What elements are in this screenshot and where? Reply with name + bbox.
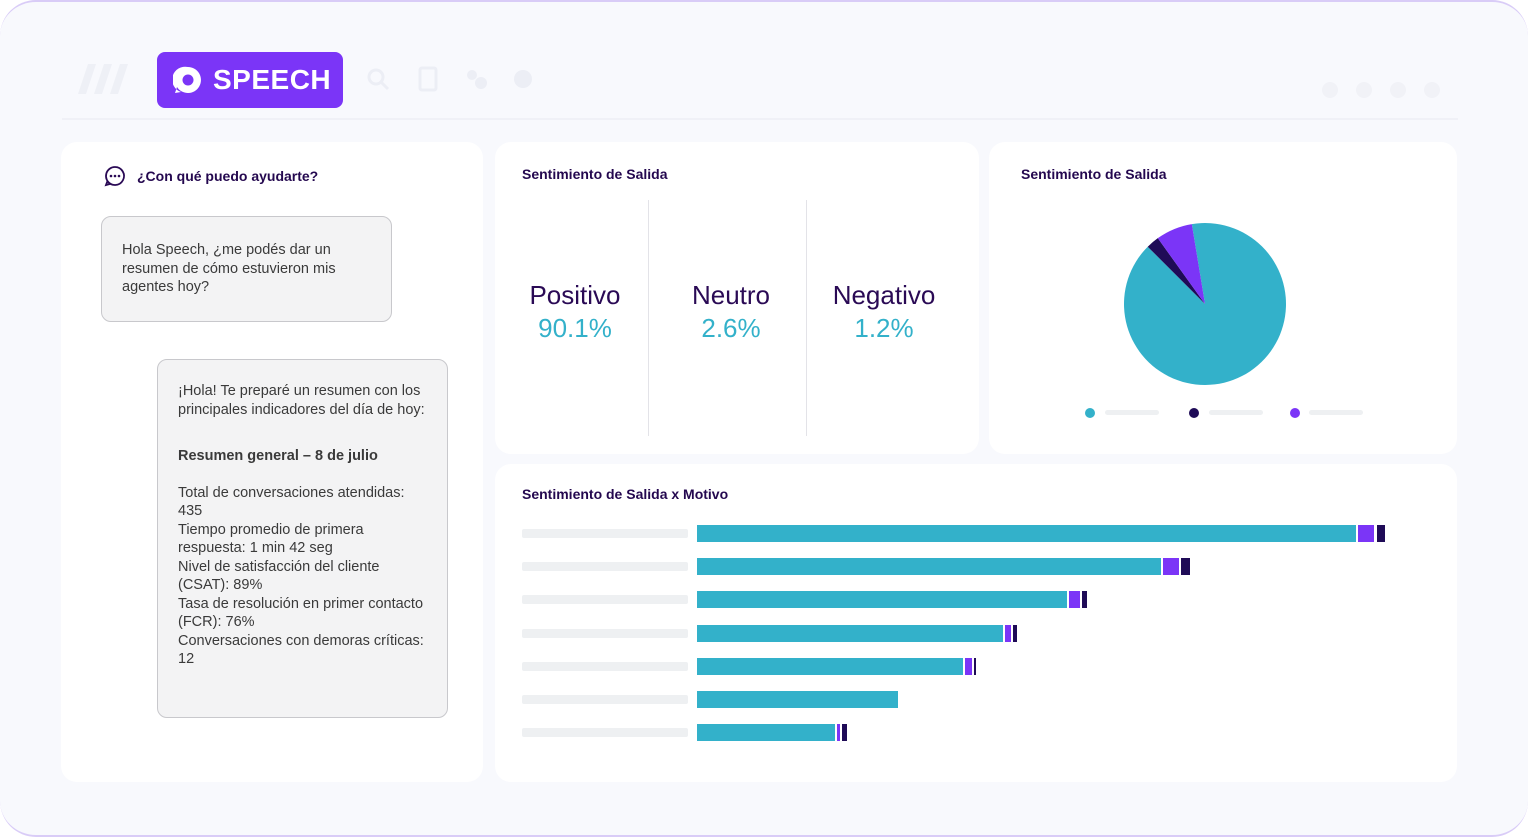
speech-logo-icon <box>173 66 201 93</box>
user-avatar-icon[interactable] <box>1422 80 1442 100</box>
bar-segment-positive <box>697 591 1067 609</box>
bar-category-label-placeholder <box>522 661 688 671</box>
legend-label-placeholder <box>1105 410 1159 415</box>
bar-segment-neutral <box>837 724 841 742</box>
bar-segment-negative <box>1081 591 1087 609</box>
bar-category-label-placeholder <box>522 628 688 638</box>
bar-category-label-placeholder <box>522 595 688 605</box>
kpi-value: 2.6% <box>701 313 761 343</box>
users-icon[interactable] <box>463 66 489 92</box>
bar-segment-neutral <box>1163 558 1180 576</box>
bot-intro: ¡Hola! Te preparé un resumen con los pri… <box>178 383 425 418</box>
metric-line: Conversaciones con demoras críticas: 12 <box>178 632 424 668</box>
bar-segment-positive <box>697 724 835 742</box>
document-icon[interactable] <box>415 66 441 92</box>
help-icon[interactable] <box>1320 80 1340 100</box>
chat-header: ¿Con qué puedo ayudarte? <box>103 164 318 188</box>
sentiment-kpi-card: Sentimiento de Salida Positivo 90.1% Neu… <box>495 142 979 454</box>
chat-bubble-icon <box>104 166 125 187</box>
bar-category-label-placeholder <box>522 695 688 704</box>
bar-segment-negative <box>1376 525 1386 542</box>
bar-category-label-placeholder <box>522 728 688 738</box>
bot-heading: Resumen general – 8 de julio <box>178 448 378 464</box>
sentiment-by-reason-card: Sentimiento de Salida x Motivo <box>495 464 1457 782</box>
bar-segment-neutral <box>1357 525 1375 542</box>
brand-name: SPEECH <box>213 64 332 95</box>
bar-segment-neutral <box>965 657 973 675</box>
legend-label-placeholder <box>1309 410 1363 415</box>
bar-segment-neutral <box>1068 591 1080 609</box>
kpi-divider <box>806 200 807 436</box>
legend-dot-negative <box>1189 408 1199 418</box>
bar-segment-positive <box>697 691 899 708</box>
legend-label-placeholder <box>1209 410 1263 415</box>
sentiment-pie-chart <box>1124 223 1286 385</box>
bar-category-label-placeholder <box>522 562 688 572</box>
settings-icon[interactable] <box>510 66 536 92</box>
speech-product-badge[interactable]: SPEECH <box>157 52 343 108</box>
chat-title: ¿Con qué puedo ayudarte? <box>137 168 319 184</box>
kpi-divider <box>648 200 649 436</box>
top-bar: SPEECH <box>62 50 1458 110</box>
kpi-label: Neutro <box>691 280 771 310</box>
search-icon[interactable] <box>365 66 391 92</box>
metric-line: Total de conversaciones atendidas: 435 <box>178 484 405 520</box>
brand-logo-icon <box>78 64 128 94</box>
power-icon[interactable] <box>1354 80 1374 100</box>
bar-card-title: Sentimiento de Salida x Motivo <box>522 486 729 502</box>
metric-line: Tasa de resolución en primer contacto (F… <box>178 595 424 631</box>
bar-segment-negative <box>1012 624 1017 642</box>
metric-line: Tiempo promedio de primera respuesta: 1 … <box>178 521 364 557</box>
top-bar-divider <box>62 118 1458 120</box>
bot-message: ¡Hola! Te preparé un resumen con los pri… <box>157 359 448 718</box>
legend-dot-neutral <box>1290 408 1300 418</box>
kpi-label: Negativo <box>832 280 936 310</box>
bot-metrics: Total de conversaciones atendidas: 435 T… <box>178 484 427 669</box>
pie-card-title: Sentimiento de Salida <box>1021 166 1167 182</box>
kpi-label: Positivo <box>529 280 621 310</box>
bar-segment-positive <box>697 525 1356 542</box>
kpi-card-title: Sentimiento de Salida <box>522 166 668 182</box>
bar-segment-positive <box>697 657 964 675</box>
bar-category-label-placeholder <box>522 529 688 538</box>
bar-segment-neutral <box>1004 624 1011 642</box>
bar-segment-negative <box>974 657 977 675</box>
bar-segment-positive <box>697 558 1162 576</box>
notifications-icon[interactable] <box>1388 80 1408 100</box>
bar-segment-negative <box>842 724 847 742</box>
kpi-value: 1.2% <box>854 313 914 343</box>
pie-slice-negative <box>1147 238 1205 304</box>
kpi-negative: Negativo 1.2% <box>809 280 959 344</box>
bar-segment-negative <box>1181 558 1191 576</box>
kpi-positive: Positivo 90.1% <box>500 280 650 344</box>
kpi-value: 90.1% <box>538 313 612 343</box>
user-message: Hola Speech, ¿me podés dar un resumen de… <box>101 216 392 322</box>
pie-slice-neutral <box>1157 224 1205 304</box>
legend-dot-positive <box>1085 408 1095 418</box>
kpi-neutral: Neutro 2.6% <box>656 280 806 344</box>
chat-panel: ¿Con qué puedo ayudarte? Hola Speech, ¿m… <box>61 142 483 782</box>
metric-line: Nivel de satisfacción del cliente (CSAT)… <box>178 558 380 594</box>
sentiment-pie-card: Sentimiento de Salida <box>989 142 1457 454</box>
bar-segment-positive <box>697 624 1003 642</box>
